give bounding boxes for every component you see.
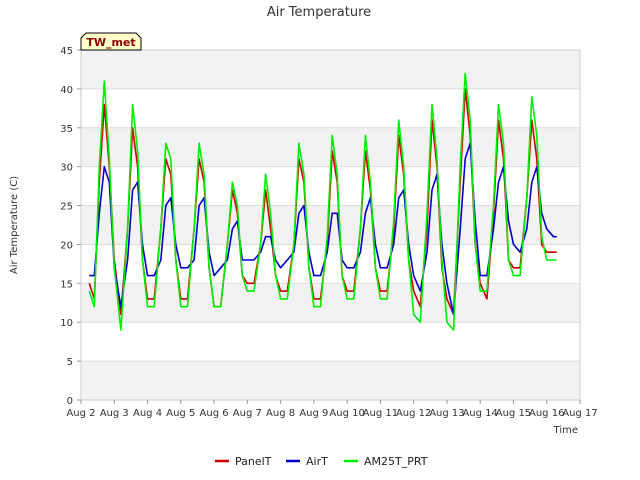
band <box>81 361 580 400</box>
x-tick-label: Aug 4 <box>133 408 162 419</box>
series-line-am25t-prt <box>88 72 557 331</box>
x-tick-label: Aug 6 <box>200 408 229 419</box>
plot-frame <box>80 49 581 401</box>
badge-label: TW_met <box>86 36 135 49</box>
legend-label-am25t-prt: AM25T_PRT <box>364 455 428 468</box>
y-axis-label: Air Temperature (C) <box>9 176 20 274</box>
x-tick-label: Aug 14 <box>462 408 497 419</box>
y-tick-label: 25 <box>60 202 73 213</box>
x-tick-label: Aug 5 <box>166 408 195 419</box>
badge-box <box>80 32 142 51</box>
series-layer <box>88 72 557 331</box>
band <box>81 50 580 89</box>
y-tick-label: 30 <box>60 163 73 174</box>
y-tick-label: 0 <box>67 396 73 407</box>
y-tick-label: 35 <box>60 124 73 135</box>
y-tick-label: 10 <box>60 318 73 329</box>
x-tick-label: Aug 12 <box>396 408 431 419</box>
x-tick-label: Aug 9 <box>299 408 328 419</box>
x-tick-label: Aug 11 <box>363 408 398 419</box>
x-tick-label: Aug 3 <box>100 408 129 419</box>
y-tick-label: 45 <box>60 46 73 57</box>
x-axis-ticks: Aug 2 Aug 3 Aug 4 Aug 5 Aug 6 Aug 7 Aug 8 Aug 9… <box>66 400 598 419</box>
y-axis-ticks: 0 5 10 15 20 25 30 35 40 45 <box>60 46 81 407</box>
x-tick-label: Aug 2 <box>66 408 95 419</box>
legend-label-panelt: PanelT <box>235 455 272 468</box>
band <box>81 283 580 323</box>
x-tick-label: Aug 15 <box>496 408 531 419</box>
x-tick-label: Aug 17 <box>562 408 597 419</box>
x-tick-label: Aug 10 <box>329 408 364 419</box>
station-badge: TW_met <box>80 32 142 51</box>
chart-title: Air Temperature <box>267 5 371 20</box>
x-axis-label: Time <box>553 425 578 436</box>
legend: PanelT AirT AM25T_PRT <box>215 455 428 468</box>
y-tick-label: 15 <box>60 279 73 290</box>
x-tick-label: Aug 8 <box>266 408 295 419</box>
x-tick-label: Aug 13 <box>429 408 464 419</box>
y-tick-label: 40 <box>60 85 73 96</box>
x-tick-label: Aug 7 <box>233 408 262 419</box>
y-tick-label: 20 <box>60 240 73 251</box>
x-tick-label: Aug 16 <box>529 408 564 419</box>
legend-label-airt: AirT <box>306 455 328 468</box>
y-tick-label: 5 <box>67 357 73 368</box>
